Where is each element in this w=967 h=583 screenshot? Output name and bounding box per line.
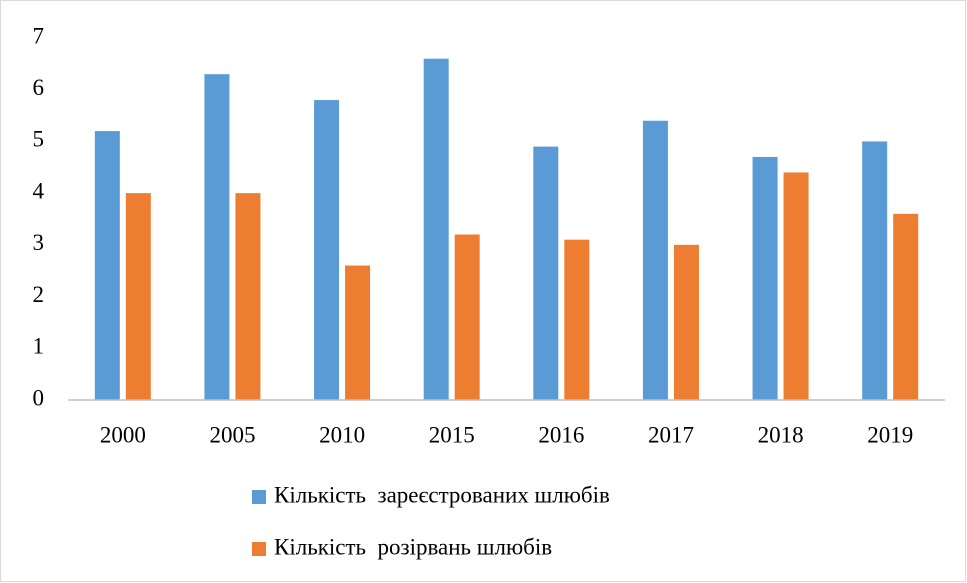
bar [423, 58, 449, 400]
y-tick-label: 0 [33, 385, 45, 410]
bar [642, 120, 668, 400]
bar [94, 131, 120, 401]
bar [533, 146, 559, 400]
legend-label: Кількість зареєстрованих шлюбів [274, 482, 610, 507]
y-tick-label: 4 [33, 178, 45, 203]
bar [783, 172, 809, 400]
bar [454, 234, 480, 400]
y-tick-label: 3 [33, 230, 45, 255]
y-tick-label: 1 [33, 334, 45, 359]
bar [893, 213, 919, 400]
bar [125, 193, 151, 400]
bar [314, 100, 340, 401]
x-tick-label: 2018 [758, 422, 804, 447]
bar [204, 74, 230, 400]
x-tick-label: 2000 [100, 422, 146, 447]
x-tick-label: 2017 [648, 422, 694, 447]
y-tick-label: 6 [33, 75, 45, 100]
y-tick-label: 2 [33, 282, 45, 307]
bar [862, 141, 888, 400]
x-tick-label: 2016 [538, 422, 584, 447]
x-tick-label: 2015 [429, 422, 475, 447]
y-tick-label: 5 [33, 127, 45, 152]
x-tick-label: 2019 [867, 422, 913, 447]
x-tick-label: 2005 [209, 422, 255, 447]
bar [345, 265, 371, 400]
legend-label: Кількість розірвань шлюбів [274, 534, 552, 559]
bar [564, 239, 590, 400]
y-tick-label: 7 [33, 23, 45, 48]
x-tick-label: 2010 [319, 422, 365, 447]
bar [752, 156, 778, 400]
legend-swatch [252, 542, 266, 556]
bar [235, 193, 261, 400]
bar [673, 244, 699, 400]
legend-swatch [252, 490, 266, 504]
